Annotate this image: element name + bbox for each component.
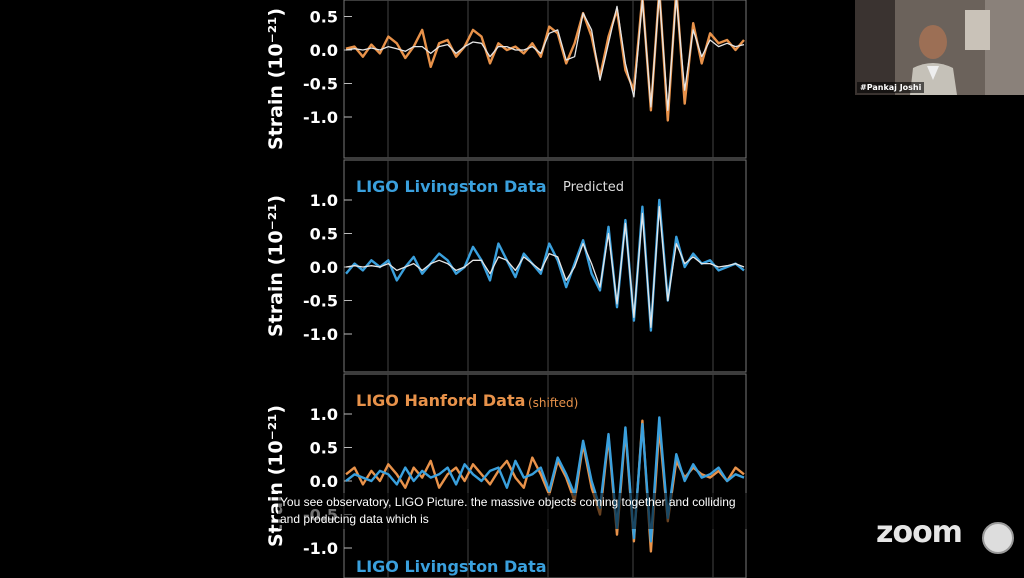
presenter-video-tile[interactable]: #Pankaj Joshi (855, 0, 1024, 95)
chart-bottom-label: LIGO Livingston Data (356, 557, 547, 576)
zoom-logo: zoom (876, 515, 963, 550)
y-tick-label: -1.0 (303, 108, 338, 127)
y-tick-label: 0.5 (310, 8, 338, 27)
series-line-0 (345, 198, 745, 332)
y-tick-label: 1.0 (310, 405, 338, 424)
series-line-1 (345, 0, 745, 111)
series-line-1 (345, 416, 745, 543)
live-caption: You see observatory, LIGO Picture. the m… (278, 493, 752, 529)
chart-title-suffix: (shifted) (528, 396, 578, 410)
y-tick-label: -0.5 (303, 292, 338, 311)
y-tick-label: 0.5 (310, 225, 338, 244)
chart-title: LIGO Livingston Data (356, 177, 547, 196)
org-seal-icon (982, 522, 1014, 554)
y-tick-label: -0.5 (303, 75, 338, 94)
y-tick-label: 1.0 (310, 191, 338, 210)
plot-frame (343, 373, 747, 578)
ligo-strain-charts: 0.5 0.0 -0.5 -1.0 Strain (10⁻²¹) 1.0 0.5 0.0 -0.… (265, 0, 747, 578)
plot-frame (343, 159, 747, 373)
y-tick-label: -1.0 (303, 325, 338, 344)
plot-frame (343, 0, 747, 159)
chart-annotation: Predicted (563, 180, 624, 195)
series-line-0 (345, 419, 745, 553)
y-tick-label: 0.5 (310, 439, 338, 458)
y-tick-label: 0.0 (310, 258, 338, 277)
chart-title: LIGO Hanford Data (356, 391, 525, 410)
series-line-1 (345, 206, 745, 328)
y-axis-label: Strain (10⁻²¹) (265, 195, 287, 337)
series-line-0 (345, 0, 745, 122)
presenter-portrait (855, 0, 1024, 95)
presenter-name-label: #Pankaj Joshi (857, 82, 925, 93)
y-tick-label: 0.0 (310, 472, 338, 491)
y-tick-label: 0.0 (310, 41, 338, 60)
y-axis-label: Strain (10⁻²¹) (265, 8, 287, 150)
shared-screen-slide: 0.5 0.0 -0.5 -1.0 Strain (10⁻²¹) 1.0 0.5 0.0 -0.… (258, 0, 750, 578)
y-tick-label: -1.0 (303, 539, 338, 558)
